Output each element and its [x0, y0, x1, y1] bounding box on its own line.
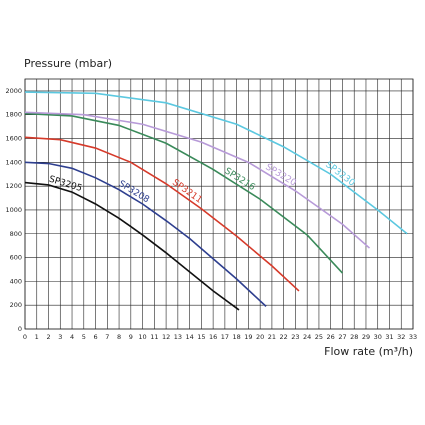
curve — [24, 136, 300, 292]
plot-frame — [24, 78, 414, 330]
x-tick-label: 2 — [46, 333, 50, 341]
x-tick-label: 12 — [162, 333, 170, 341]
x-tick-label: 19 — [244, 333, 252, 341]
x-tick-label: 7 — [105, 333, 109, 341]
x-tick-label: 14 — [185, 333, 193, 341]
x-tick-label: 11 — [150, 333, 158, 341]
y-tick-label: 1400 — [5, 158, 22, 166]
x-tick-label: 30 — [374, 333, 382, 341]
x-tick-label: 23 — [291, 333, 299, 341]
x-tick-label: 16 — [209, 333, 217, 341]
curve-label: SP3205 — [48, 175, 83, 194]
curve — [24, 111, 371, 249]
curve — [24, 181, 240, 311]
y-tick-label: 1600 — [5, 135, 22, 143]
x-tick-label: 6 — [93, 333, 97, 341]
x-tick-label: 13 — [174, 333, 182, 341]
y-axis-title: Pressure (mbar) — [24, 57, 112, 70]
curve — [24, 161, 267, 307]
x-tick-label: 9 — [129, 333, 133, 341]
x-tick-label: 31 — [385, 333, 393, 341]
x-tick-label: 10 — [138, 333, 146, 341]
x-tick-label: 32 — [397, 333, 405, 341]
y-tick-label: 2000 — [5, 87, 22, 95]
curve-label: SP3216 — [223, 166, 257, 193]
x-tick-label: 0 — [23, 333, 27, 341]
y-tick-label: 600 — [10, 254, 22, 262]
x-tick-label: 18 — [232, 333, 240, 341]
x-axis-title: Flow rate (m³/h) — [324, 345, 413, 358]
y-tick-label: 800 — [10, 230, 22, 238]
x-tick-label: 21 — [268, 333, 276, 341]
x-tick-label: 20 — [256, 333, 264, 341]
x-tick-label: 26 — [327, 333, 335, 341]
y-tick-label: 1800 — [5, 111, 22, 119]
x-tick-label: 22 — [280, 333, 288, 341]
x-tick-label: 3 — [58, 333, 62, 341]
x-tick-label: 24 — [303, 333, 311, 341]
x-tick-label: 25 — [315, 333, 323, 341]
x-tick-label: 29 — [362, 333, 370, 341]
y-tick-label: 1000 — [5, 206, 22, 214]
curve — [24, 112, 344, 274]
y-tick-label: 1200 — [5, 182, 22, 190]
x-tick-label: 33 — [409, 333, 417, 341]
x-tick-label: 27 — [338, 333, 346, 341]
x-tick-label: 8 — [117, 333, 121, 341]
x-tick-label: 4 — [70, 333, 74, 341]
x-tick-label: 1 — [35, 333, 39, 341]
curve-label: SP3230 — [323, 160, 356, 189]
x-tick-label: 28 — [350, 333, 358, 341]
x-tick-label: 15 — [197, 333, 205, 341]
y-tick-label: 0 — [18, 325, 22, 333]
y-tick-label: 200 — [10, 301, 22, 309]
curve — [24, 91, 408, 235]
y-tick-label: 400 — [10, 277, 22, 285]
x-tick-label: 17 — [221, 333, 229, 341]
x-tick-label: 5 — [82, 333, 86, 341]
curve-label: SP3211 — [170, 178, 204, 206]
